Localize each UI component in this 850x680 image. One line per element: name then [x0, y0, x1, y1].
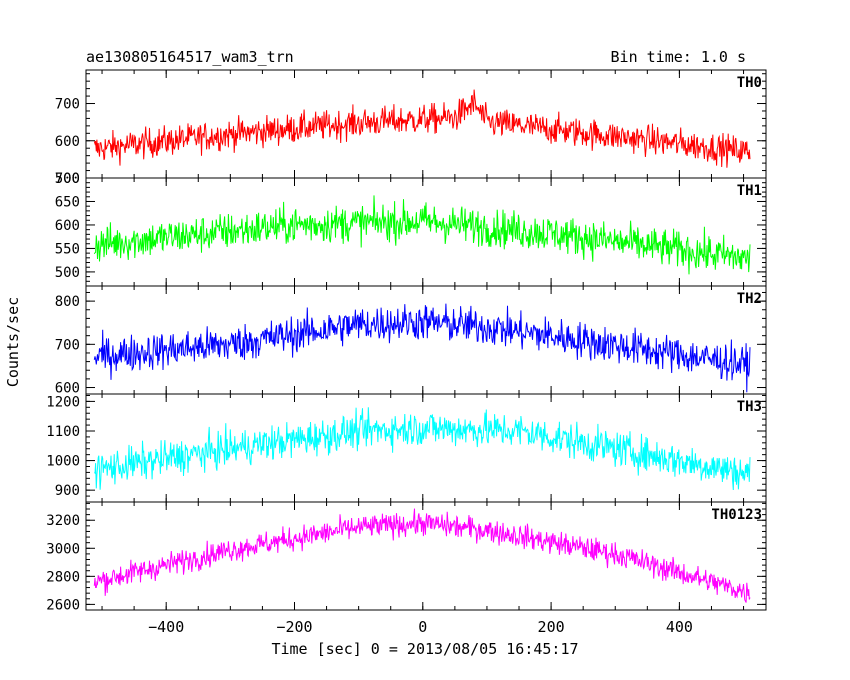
y-tick-label: 800	[55, 294, 80, 310]
series-line-th0123	[93, 508, 751, 603]
series-line-th3	[93, 407, 751, 491]
panel-label-th3: TH3	[737, 399, 762, 415]
panel-label-th0: TH0	[737, 75, 762, 91]
x-tick-label: −200	[276, 618, 312, 636]
series-line-th1	[93, 195, 751, 275]
x-tick-label: −400	[148, 618, 184, 636]
y-tick-label: 600	[55, 381, 80, 397]
y-tick-label: 900	[55, 483, 80, 499]
y-tick-label: 550	[55, 241, 80, 257]
y-tick-label: 600	[55, 134, 80, 150]
y-tick-label: 500	[55, 171, 80, 187]
y-axis-label: Counts/sec	[4, 297, 22, 387]
y-tick-label: 600	[55, 218, 80, 234]
y-tick-label: 650	[55, 194, 80, 210]
y-tick-label: 2600	[46, 597, 80, 613]
bin-time-label: Bin time: 1.0 s	[611, 48, 746, 66]
y-tick-label: 1100	[46, 424, 80, 440]
y-tick-label: 700	[55, 337, 80, 353]
panel-label-th2: TH2	[737, 291, 762, 307]
x-tick-label: 400	[666, 618, 693, 636]
panel-label-th0123: TH0123	[711, 507, 762, 523]
y-tick-label: 700	[55, 171, 80, 187]
y-tick-label: 1000	[46, 454, 80, 470]
panel-frame-th0123	[85, 501, 767, 611]
y-tick-label: 700	[55, 97, 80, 113]
panel-label-th1: TH1	[737, 183, 762, 199]
series-line-th0	[93, 89, 751, 168]
x-tick-label: 200	[538, 618, 565, 636]
panel-frame-th3	[85, 393, 767, 503]
y-tick-label: 3000	[46, 541, 80, 557]
y-tick-label: 500	[55, 265, 80, 281]
panels-group: 500 600 700 TH0 500 550 600 650 700 TH1 600 700 800 T…	[46, 69, 767, 636]
series-line-th2	[93, 303, 751, 393]
y-tick-label: 2800	[46, 569, 80, 585]
y-tick-label: 1200	[46, 394, 80, 410]
x-axis-label: Time [sec] 0 = 2013/08/05 16:45:17	[271, 640, 578, 658]
y-tick-label: 3200	[46, 513, 80, 529]
x-tick-label: 0	[418, 618, 427, 636]
chart-title: ae130805164517_wam3_trn	[86, 48, 294, 66]
